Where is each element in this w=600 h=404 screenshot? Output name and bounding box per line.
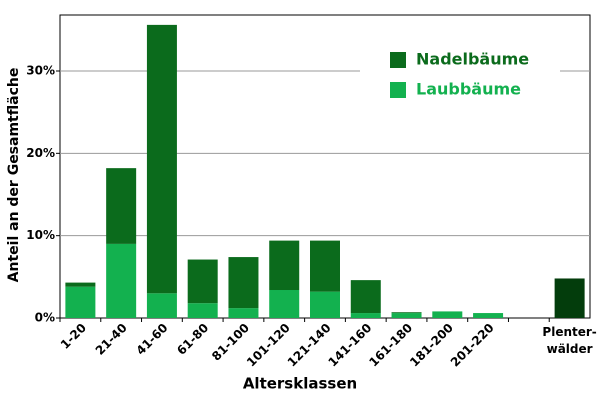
x-tick-label: 1-20 [58,321,89,352]
bar-segment [269,290,300,318]
x-tick-label: 61-80 [174,321,211,358]
bar-segment [554,278,585,318]
bar-segment [391,312,422,314]
x-tick-label: 181-200 [407,321,456,370]
x-tick-label: 121-140 [285,321,334,370]
bar-segment [228,308,259,318]
y-tick-label: 30% [26,63,55,77]
bar-segment [187,259,218,304]
x-tick-label: 141-160 [326,321,375,370]
bar-segment [350,280,381,314]
legend-label: Nadelbäume [416,50,529,69]
bar-segment [228,257,259,309]
bar-segment [432,311,463,318]
x-tick-label: 21-40 [93,321,130,358]
x-tick-label: Plenter-wälder [542,325,596,356]
bar-segment [269,240,300,291]
bar-segment [310,240,340,292]
y-tick-label: 10% [26,228,55,242]
bar-segment [350,313,381,318]
bar-segment [187,303,218,318]
y-tick-label: 20% [26,146,55,160]
x-tick-label: 41-60 [133,321,170,358]
legend-swatch [390,82,406,98]
bar-segment [473,313,504,318]
x-axis-title: Altersklassen [243,375,357,393]
bar-segment [106,168,137,244]
bar-segment [391,313,422,318]
x-tick-label: 201-220 [448,321,497,370]
bar-segment [146,293,177,318]
bar-segment [146,24,177,294]
legend-swatch [390,52,406,68]
x-tick-label: 101-120 [244,321,293,370]
y-tick-label: 0% [35,311,55,325]
bar-segment [65,282,96,287]
bar-segment [65,286,96,318]
legend-label: Laubbäume [416,80,521,99]
bar-segment [106,243,137,318]
bar-segment [310,291,340,318]
x-tick-label: 161-180 [366,321,415,370]
y-axis-title: Anteil an der Gesamtfläche [6,68,22,283]
legend: Nadelbäume Laubbäume [360,40,560,105]
